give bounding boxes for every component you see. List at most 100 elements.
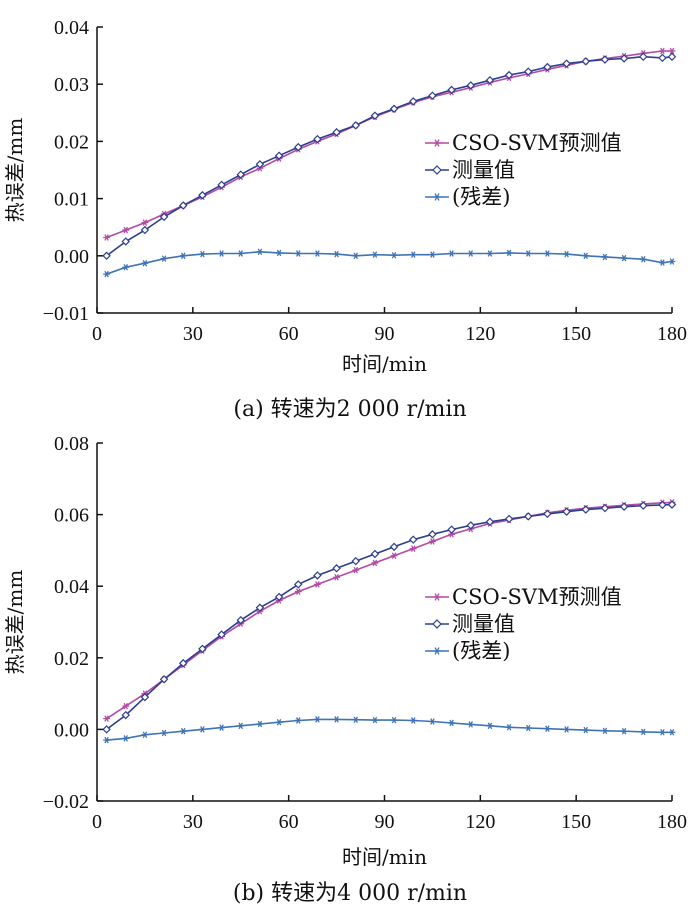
data-point — [582, 252, 590, 260]
data-point — [370, 111, 380, 120]
data-point — [103, 715, 110, 722]
y-tick-label: 0.01 — [54, 189, 89, 211]
data-point — [668, 728, 676, 736]
y-tick-label: 0.02 — [54, 131, 89, 153]
data-point — [447, 525, 456, 534]
data-point — [256, 720, 264, 728]
legend-entry: (残差) — [425, 185, 510, 209]
data-point — [237, 250, 245, 257]
data-point — [600, 55, 610, 64]
chart-panel-1: −0.02 0.00 0.02 0.04 0.06 0.08 0 30 60 90 120 150 18… — [3, 433, 687, 906]
data-point — [294, 717, 302, 724]
x-tick-label: 0 — [92, 811, 102, 833]
data-point — [121, 710, 130, 720]
data-point — [351, 556, 360, 566]
data-point — [140, 692, 150, 702]
data-point — [160, 255, 168, 262]
data-point — [389, 542, 399, 552]
legend-marker — [433, 139, 441, 147]
legend-marker — [433, 647, 441, 655]
data-point — [448, 250, 455, 257]
data-point — [467, 721, 475, 728]
data-point — [352, 566, 360, 574]
x-tick-label: 30 — [183, 323, 203, 345]
data-point — [505, 723, 513, 731]
legend-marker — [433, 593, 441, 601]
data-point — [159, 675, 169, 684]
series-1 — [102, 500, 677, 734]
chart-caption: (b) 转速为4 000 r/min — [233, 881, 467, 906]
data-point — [333, 250, 340, 258]
x-tick-label: 90 — [375, 811, 395, 833]
x-axis-label: 时间/min — [342, 352, 427, 376]
legend-entry: 测量值 — [425, 158, 515, 182]
data-point — [159, 212, 169, 222]
data-point — [428, 91, 437, 100]
data-point — [103, 270, 110, 278]
data-point — [639, 52, 648, 61]
data-point — [103, 736, 110, 744]
y-tick-label: −0.02 — [43, 791, 89, 813]
data-point — [505, 249, 513, 257]
legend-entry: 测量值 — [425, 612, 515, 636]
data-point — [314, 716, 321, 723]
data-point — [218, 724, 225, 731]
data-point — [429, 538, 436, 545]
legend-marker — [432, 165, 442, 175]
data-point — [620, 254, 628, 262]
data-point — [504, 70, 514, 80]
x-tick-label: 90 — [375, 323, 395, 345]
x-tick-label: 60 — [279, 811, 299, 833]
y-tick-label: 0.02 — [54, 648, 89, 670]
data-point — [485, 517, 495, 527]
series-2 — [103, 248, 676, 278]
data-point — [217, 180, 226, 190]
data-point — [102, 251, 111, 261]
data-point — [563, 250, 570, 258]
data-point — [179, 658, 188, 668]
data-point — [390, 716, 398, 724]
data-point — [601, 253, 609, 261]
data-point — [667, 52, 677, 61]
data-point — [448, 719, 455, 727]
legend-label: 测量值 — [452, 158, 515, 182]
data-point — [314, 250, 321, 257]
data-point — [544, 725, 551, 732]
legend-entry: (残差) — [425, 639, 510, 663]
data-point — [274, 151, 284, 160]
data-point — [121, 237, 130, 246]
data-point — [333, 716, 340, 723]
legend-marker — [433, 193, 441, 201]
chart-caption: (a) 转速为2 000 r/min — [233, 397, 466, 422]
data-point — [371, 251, 379, 258]
y-tick-label: 0.00 — [54, 246, 89, 268]
data-point — [486, 722, 494, 730]
data-point — [236, 615, 245, 625]
data-point — [141, 731, 149, 739]
legend-entry: CSO-SVM预测值 — [425, 131, 622, 155]
y-axis-label: 热误差/mm — [3, 570, 27, 675]
data-point — [275, 718, 283, 726]
y-tick-label: 0.06 — [54, 505, 89, 527]
data-point — [103, 234, 110, 241]
data-point — [140, 225, 150, 235]
data-point — [658, 500, 667, 510]
legend-label: (残差) — [452, 185, 510, 209]
x-tick-label: 120 — [465, 811, 495, 833]
data-point — [294, 588, 302, 595]
y-tick-label: 0.00 — [54, 719, 89, 741]
legend-label: 测量值 — [452, 612, 515, 636]
data-point — [294, 142, 303, 152]
data-point — [639, 501, 648, 510]
data-point — [102, 725, 111, 734]
y-tick-label: 0.08 — [54, 433, 89, 455]
data-point — [371, 559, 379, 567]
data-point — [294, 250, 302, 257]
data-point — [332, 564, 341, 573]
data-point — [659, 259, 666, 266]
data-point — [467, 250, 475, 257]
data-point — [314, 581, 321, 588]
data-point — [122, 735, 130, 742]
data-point — [199, 250, 206, 258]
